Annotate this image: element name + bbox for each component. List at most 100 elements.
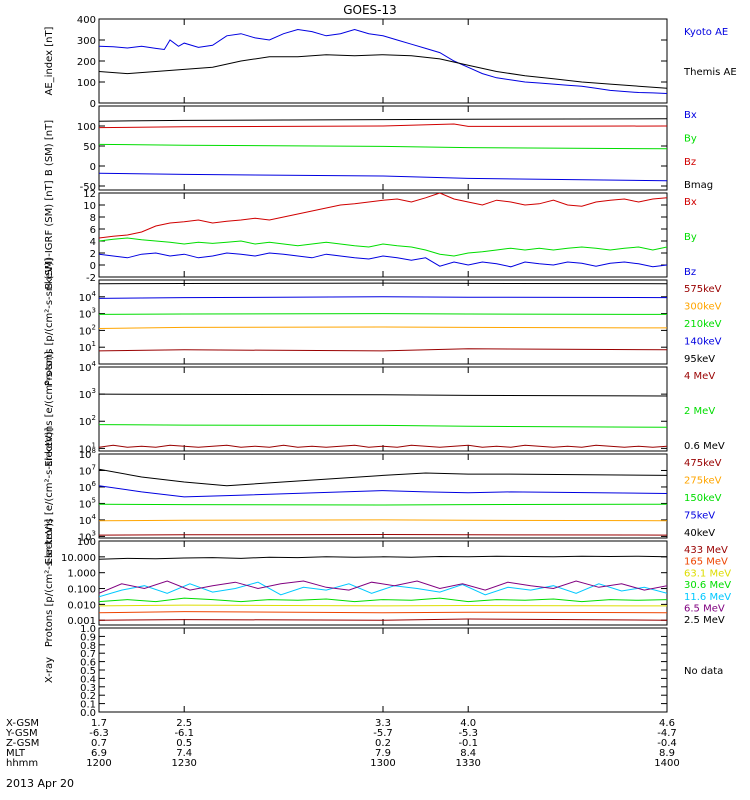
no-data-note: No data	[684, 666, 723, 677]
x-row-value: -4.7	[657, 728, 677, 739]
y-tick-label: 0.100	[67, 585, 96, 596]
x-row-value: -5.7	[373, 728, 393, 739]
y-tick-label: 102	[79, 414, 96, 428]
y-tick-label: 0	[90, 162, 96, 173]
y-tick-label: 0.010	[67, 600, 96, 611]
y-tick-label: 0.0	[80, 708, 96, 719]
legend-entry: 4 MeV	[684, 371, 715, 382]
legend-entry: 6.5 MeV	[684, 604, 725, 615]
legend-entry: 30.6 MeV	[684, 580, 731, 591]
x-row-value: 2.5	[176, 718, 192, 729]
y-tick-label: 107	[79, 463, 96, 477]
y-axis-label: Protons [p/(cm²-s-sr-keV)]	[44, 258, 55, 386]
x-row-value: 4.0	[460, 718, 476, 729]
legend-entry: Kyoto AE	[684, 27, 728, 38]
panel-xray: 0.00.10.20.30.40.50.60.70.80.91.0 X-ray No…	[44, 624, 723, 719]
series-line-475kev	[99, 533, 667, 536]
y-tick-label: 10.000	[61, 553, 96, 564]
series-line-0-6-mev	[99, 393, 667, 397]
x-row-value: 1.7	[91, 718, 107, 729]
legend-entry: Bz	[684, 157, 696, 168]
y-tick-label: 0.6	[80, 658, 96, 669]
series-line-40kev	[99, 468, 667, 487]
series-line-by	[99, 237, 667, 257]
x-row-value: 8.4	[460, 748, 476, 759]
y-tick-label: 100	[77, 122, 96, 133]
panel-ae: 0 100 200 300 400 AE_index [nT] Kyoto AE Themis…	[44, 15, 737, 110]
legend-entry: 475keV	[684, 458, 722, 469]
legend-entry: 433 MeV	[684, 545, 728, 556]
y-tick-label: 1.000	[67, 569, 96, 580]
legend-entry: 150keV	[684, 493, 722, 504]
x-row-label: Z-GSM	[6, 738, 39, 749]
legend-entry: Bmag	[684, 180, 713, 191]
series-line-6-5-mev	[99, 580, 667, 594]
y-tick-label: 100	[77, 537, 96, 548]
y-tick-label: 300	[77, 36, 96, 47]
legend-entry: 140keV	[684, 337, 722, 348]
y-axis-label: X-ray	[44, 657, 55, 683]
y-tick-label: 12	[83, 189, 96, 200]
series-line-75kev	[99, 485, 667, 498]
y-axis-label: Protons [p/(cm²-s-sr-keV)]	[44, 519, 55, 647]
y-tick-label: 0	[90, 261, 96, 272]
x-row-value: -6.3	[89, 728, 109, 739]
y-axis-label: B (SM)-IGRF (SM) [nT]	[44, 180, 55, 289]
y-tick-label: 0.2	[80, 691, 96, 702]
x-row-value: 1230	[171, 758, 196, 769]
series-line-2-5-mev	[99, 555, 667, 560]
y-tick-label: 101	[79, 340, 96, 354]
legend-entry: 40keV	[684, 528, 715, 539]
y-tick-label: 0	[90, 99, 96, 110]
y-tick-label: 102	[79, 323, 96, 337]
y-tick-label: 108	[79, 447, 96, 461]
y-tick-label: 50	[83, 142, 96, 153]
legend-entry: 63.1 MeV	[684, 568, 731, 579]
y-tick-label: 2	[90, 249, 96, 260]
series-line-95kev	[99, 282, 667, 285]
y-tick-label: 4	[90, 237, 96, 248]
legend-entry: Bx	[684, 110, 697, 121]
x-row-label: Y-GSM	[5, 728, 38, 739]
y-axis-label: Electrons [e/(cm²-s-sr-keV)]	[44, 427, 55, 564]
series-line-140kev	[99, 296, 667, 299]
y-tick-label: 100	[77, 78, 96, 89]
series-line-275kev	[99, 519, 667, 522]
y-tick-label: 1.0	[80, 624, 96, 635]
series-line-bx	[99, 193, 667, 239]
y-axis-label: Electrons [e/(cm²-s-sr)]	[44, 351, 55, 467]
y-tick-label: 104	[79, 290, 97, 304]
legend-entry: 575keV	[684, 284, 722, 295]
series-line-575kev	[99, 348, 667, 352]
y-tick-label: 200	[77, 57, 96, 68]
series-line-kyoto-ae	[99, 28, 667, 94]
series-line-bz	[99, 252, 667, 268]
x-row-value: 0.7	[91, 738, 107, 749]
x-row-value: 1300	[370, 758, 395, 769]
series-line-210kev	[99, 313, 667, 315]
date-label: 2013 Apr 20	[6, 777, 74, 790]
panel-frame	[98, 18, 668, 104]
series-line-2-mev	[99, 424, 667, 428]
y-tick-label: 104	[79, 513, 97, 527]
series-line-433-mev	[99, 618, 667, 621]
legend-entry: 0.6 MeV	[684, 441, 725, 452]
panel-frame	[98, 366, 668, 452]
y-axis-label: AE_index [nT]	[44, 26, 55, 95]
series-line-themis-ae	[99, 54, 667, 89]
legend-entry: By	[684, 133, 697, 144]
legend-entry: Bx	[684, 197, 697, 208]
series-line-4-mev	[99, 444, 667, 448]
panel-frame	[98, 453, 668, 539]
y-tick-label: 0.8	[80, 641, 96, 652]
plot-title: GOES-13	[343, 3, 397, 17]
x-row-value: 0.2	[375, 738, 391, 749]
panel-b: -50 0 50 100 B (SM) [nT] Bx By Bz Bmag	[44, 105, 713, 193]
panel-protons_mev: 0.001 0.010 0.100 1.000 10.000 100 Protons [p/…	[44, 519, 731, 647]
legend-entry: 165 MeV	[684, 557, 728, 568]
x-row-value: 1200	[86, 758, 111, 769]
legend-entry: 300keV	[684, 302, 722, 313]
